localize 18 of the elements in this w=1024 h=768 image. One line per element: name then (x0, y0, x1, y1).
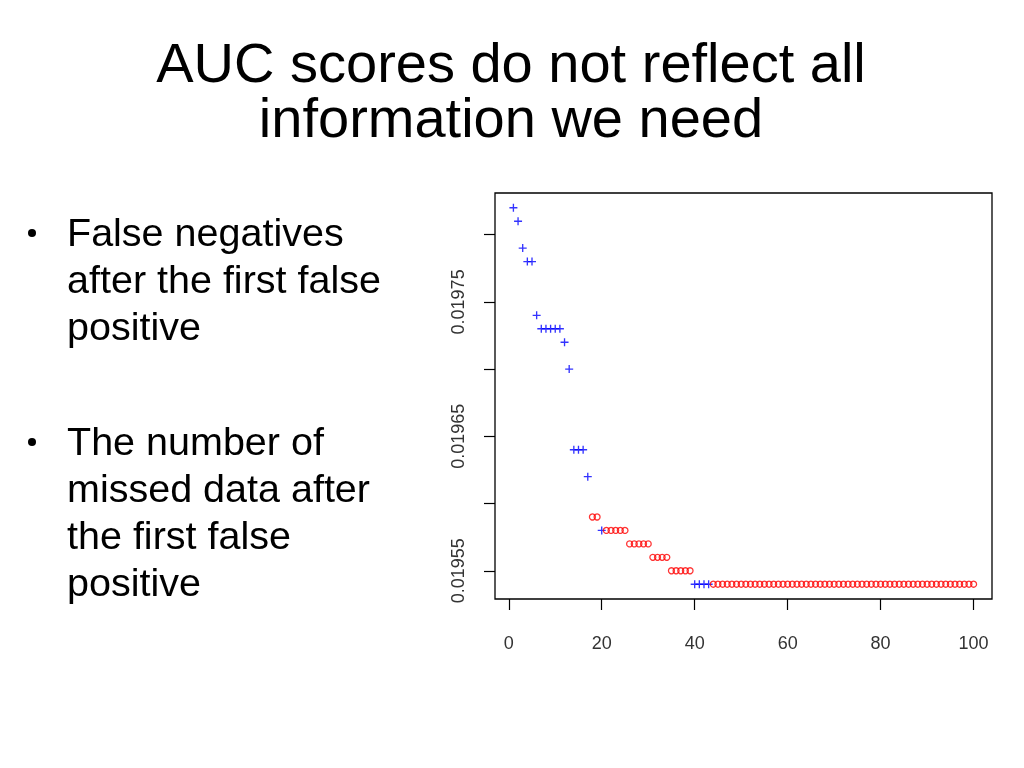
y-tick-label: 0.01965 (448, 403, 468, 469)
text: False negatives after the first false positive (67, 210, 381, 348)
text: The number of missed data after the first false positive (67, 419, 370, 604)
point (518, 244, 527, 253)
point (528, 257, 536, 266)
point (555, 324, 564, 333)
chart-title: AUC scores do not reflect all information we need (155, 31, 867, 149)
x-tick-label: 60 (777, 633, 798, 653)
point (514, 217, 523, 226)
y-tick-label: 0.01955 (448, 538, 468, 604)
x-tick-label: 0 (503, 633, 514, 653)
x-tick-label: 40 (684, 633, 705, 653)
y-tick-label: 0.01975 (448, 269, 468, 335)
x-tick-label: 100 (958, 633, 989, 653)
point (565, 365, 574, 374)
point (579, 445, 588, 454)
x-tick-label: 80 (870, 633, 891, 653)
x-tick-label: 20 (591, 633, 612, 653)
